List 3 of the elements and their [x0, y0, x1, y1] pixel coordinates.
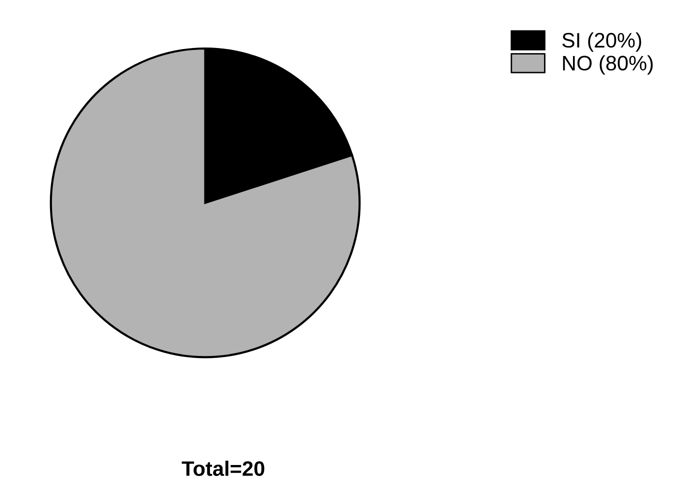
legend-label: SI (20%)	[562, 32, 642, 52]
text: Total=20	[182, 460, 264, 476]
legend-label: NO (80%)	[563, 55, 653, 75]
